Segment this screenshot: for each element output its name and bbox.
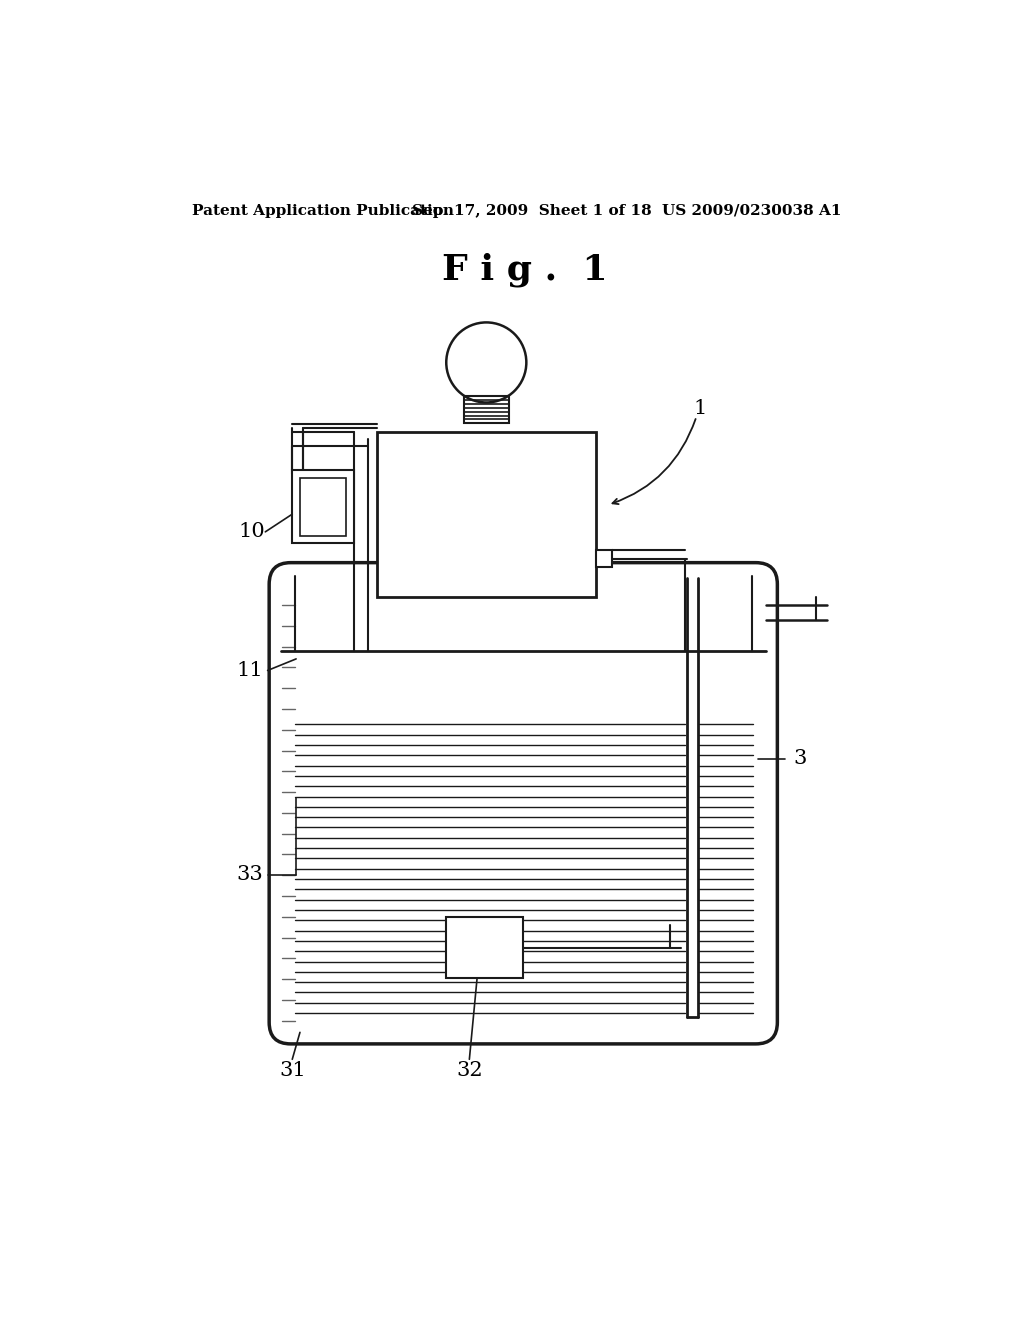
Text: 1: 1	[693, 399, 707, 418]
Text: 10: 10	[238, 523, 265, 541]
Bar	[446, 917, 523, 978]
Text: 11: 11	[237, 661, 263, 680]
FancyArrowPatch shape	[612, 418, 695, 504]
Text: US 2009/0230038 A1: US 2009/0230038 A1	[662, 203, 842, 218]
Bar	[300, 478, 346, 536]
Bar	[292, 470, 354, 544]
Bar	[464, 396, 509, 424]
Text: Patent Application Publication: Patent Application Publication	[193, 203, 455, 218]
FancyBboxPatch shape	[269, 562, 777, 1044]
Text: Sep. 17, 2009  Sheet 1 of 18: Sep. 17, 2009 Sheet 1 of 18	[412, 203, 651, 218]
Text: F i g .  1: F i g . 1	[442, 253, 607, 288]
Text: 33: 33	[237, 865, 263, 884]
Text: 32: 32	[456, 1061, 482, 1080]
Bar	[596, 549, 611, 566]
Text: 3: 3	[794, 750, 807, 768]
Text: 31: 31	[279, 1061, 305, 1080]
Bar	[377, 432, 596, 598]
